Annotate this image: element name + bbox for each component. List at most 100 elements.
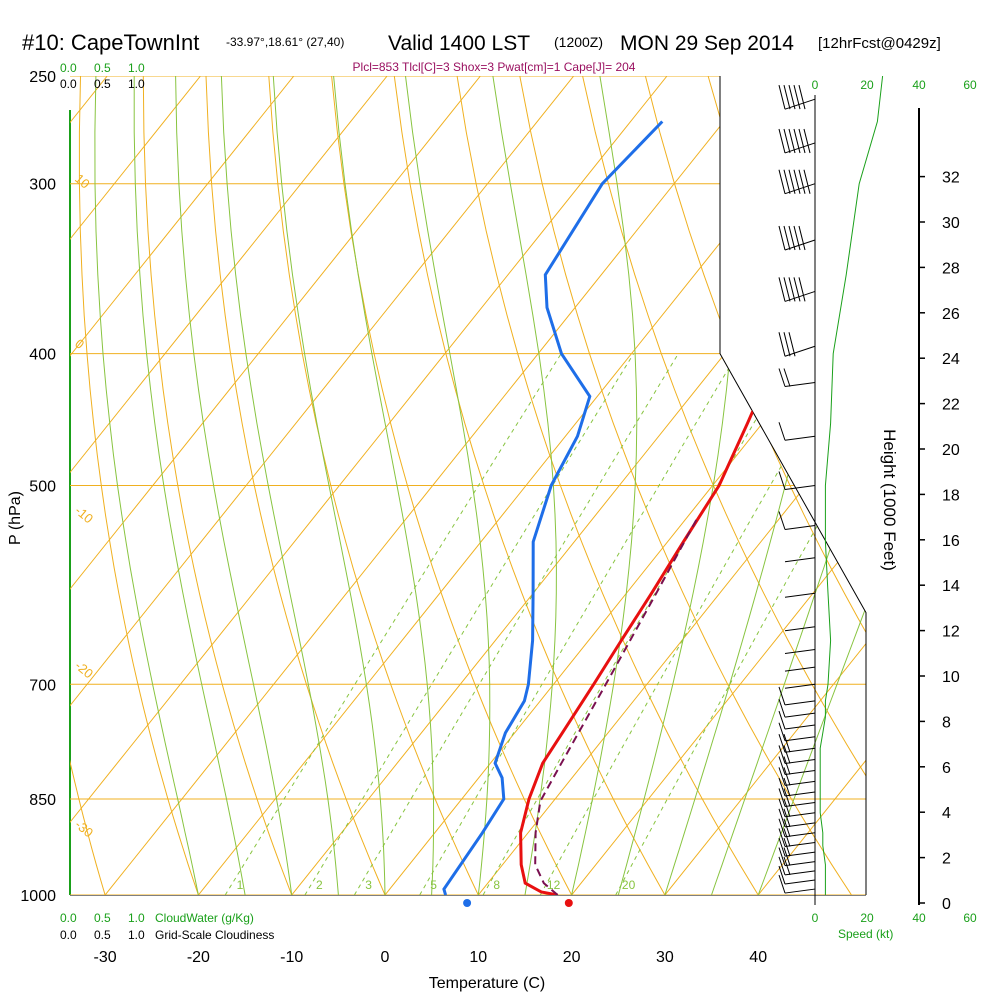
temperature-tick-label: 0 — [381, 949, 390, 966]
valid-date: MON 29 Sep 2014 — [620, 32, 794, 55]
cloud-bottom-black-2: 1.0 — [128, 928, 145, 942]
wind-barb-flag — [778, 169, 786, 194]
mixing-ratio-line — [304, 353, 635, 895]
moist-adiabat-line — [220, 76, 339, 895]
forecast-label: [12hrFcst@0429z] — [818, 35, 941, 52]
wind-barb — [778, 511, 816, 530]
moist-adiabat-line — [492, 76, 557, 895]
wind-barb-flag — [783, 818, 791, 837]
wedge-cover — [720, 76, 866, 613]
wind-barb — [778, 169, 816, 195]
wind-barb-flag — [778, 745, 786, 764]
temperature-tick-label: 20 — [563, 949, 581, 966]
height-axis-label: Height (1000 Feet) — [880, 429, 899, 571]
dry-adiabat-line — [331, 76, 573, 895]
wind-barb — [784, 683, 816, 689]
temperature-tick-label: 30 — [656, 949, 674, 966]
wind-barb — [778, 767, 816, 786]
wind-barb-flag — [778, 332, 786, 357]
wind-barb-staff — [784, 626, 816, 632]
wind-barb — [784, 557, 816, 563]
wind-barb-flag — [778, 828, 786, 847]
dry-adiabat-line — [959, 76, 1000, 895]
wind-barb — [778, 128, 816, 154]
y-axis-label: P (hPa) — [7, 491, 24, 545]
wind-barb-flag — [778, 471, 786, 490]
wind-barb — [784, 649, 816, 655]
wind-barb — [778, 422, 816, 441]
isotherm-line — [70, 76, 295, 895]
height-tick-label: 26 — [942, 306, 960, 323]
speed-bottom-tick-1: 20 — [860, 911, 874, 925]
pressure-tick-label: 850 — [29, 792, 56, 809]
wind-barb — [778, 818, 816, 838]
cloud-water-label: CloudWater (g/Kg) — [155, 911, 254, 925]
x-axis-label: Temperature (C) — [429, 975, 545, 992]
wind-barb-flag — [783, 169, 791, 194]
wind-barb-staff — [784, 435, 816, 441]
wind-barb-flag — [788, 277, 796, 302]
wind-barb — [778, 368, 816, 387]
wind-barb-flag — [778, 818, 786, 837]
valid-zulu: (1200Z) — [554, 34, 603, 50]
wind-barb-flag — [793, 128, 801, 154]
mixing-ratio-line — [419, 353, 738, 895]
wind-barb-flag — [793, 169, 801, 194]
wind-barb-flag — [783, 856, 791, 876]
wind-barb-flag — [778, 686, 786, 706]
moist-adiabat-line — [333, 76, 435, 895]
mixing-ratio-label: 5 — [430, 878, 437, 892]
wind-barb-staff — [784, 736, 816, 742]
wind-barb-flag — [788, 85, 796, 110]
dry-adiabat-line — [268, 76, 479, 895]
mixing-ratio-label: 3 — [365, 878, 372, 892]
station-title: #10: CapeTownInt — [22, 30, 199, 55]
wind-barb-staff — [784, 524, 816, 530]
wind-barb-flag — [788, 128, 796, 154]
mixing-ratio-line — [353, 353, 679, 895]
wind-barb-flag — [778, 368, 786, 387]
wind-barb-flag — [778, 808, 786, 827]
surface-dewpoint-point — [463, 899, 472, 907]
wind-barb-flag — [778, 710, 786, 730]
speed-top-tick-1: 20 — [860, 78, 874, 92]
wind-barb-flag — [788, 332, 796, 357]
wind-barb-flag — [778, 865, 786, 885]
isotherm-line — [70, 76, 201, 895]
wind-barb — [778, 722, 816, 742]
cloud-bottom-black-1: 0.5 — [94, 928, 111, 942]
wind-barb — [778, 788, 816, 807]
wind-barb-flag — [778, 837, 786, 857]
wind-barb-flag — [783, 368, 791, 387]
cloud-top-black-0: 0.0 — [60, 77, 77, 91]
dry-adiabat-label: 10 — [72, 171, 93, 192]
height-tick-label: 32 — [942, 170, 960, 187]
wind-barb-flag — [783, 788, 791, 807]
height-tick-label: 0 — [942, 896, 951, 913]
wind-barb-flag — [778, 767, 786, 786]
wind-barb-staff — [784, 683, 816, 689]
wind-barb-flag — [783, 777, 791, 797]
height-tick-label: 14 — [942, 578, 960, 595]
wind-barb-flag — [783, 808, 791, 827]
height-tick-label: 24 — [942, 351, 960, 368]
moist-adiabat-line — [405, 76, 491, 895]
temperature-tick-label: -30 — [94, 949, 117, 966]
wind-barb-flag — [783, 828, 791, 847]
pressure-tick-label: 400 — [29, 347, 56, 364]
wind-barb-flag — [783, 847, 791, 866]
cloud-top-green-2: 1.0 — [128, 61, 145, 75]
frame-diagonal — [719, 76, 867, 895]
pressure-tick-label: 700 — [29, 677, 56, 694]
wind-barb-flag — [793, 277, 801, 302]
wind-barb-flag — [783, 798, 791, 817]
wind-barb — [778, 756, 816, 776]
speed-bottom-tick-2: 40 — [912, 911, 926, 925]
wind-barb-flag — [778, 225, 786, 251]
wind-barb — [778, 686, 816, 706]
wind-barb — [778, 85, 816, 110]
wind-barb-staff — [784, 649, 816, 655]
wind-barb-flag — [783, 756, 791, 775]
isotherm-line — [70, 76, 668, 895]
